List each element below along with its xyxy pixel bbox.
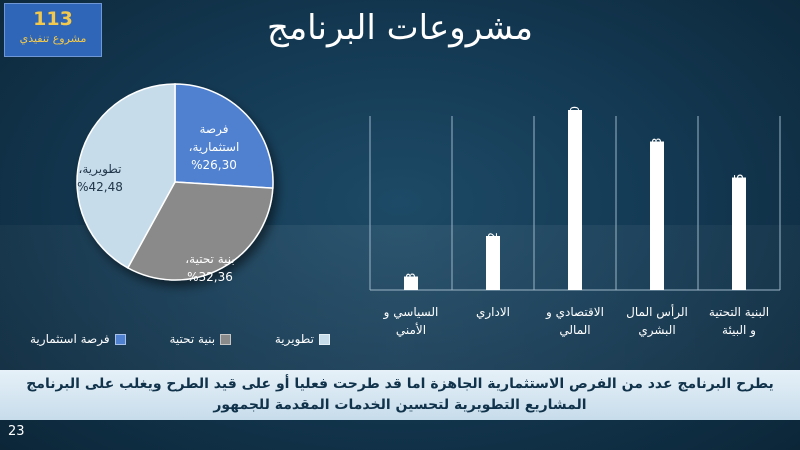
category-label: البنية التحتية (709, 305, 769, 319)
category-label: الأمني (396, 322, 426, 337)
bar (486, 236, 500, 290)
category-label: البشري (638, 323, 675, 338)
legend-item-investment: فرصة استثمارية (30, 330, 126, 348)
bar-value-label: 25 (732, 174, 746, 189)
bar (650, 141, 664, 290)
page-title: مشروعات البرنامج (267, 8, 533, 48)
pie-slice-developmental (76, 83, 176, 269)
pie-label-investment: فرصة استثمارية، %26,30 (188, 122, 240, 172)
bar (404, 276, 418, 290)
pie-slice-investment (174, 83, 274, 189)
pie-label-developmental: تطويرية، %42,48 (77, 162, 123, 194)
category-label: الاقتصادي و (545, 305, 604, 320)
page-number: 23 (8, 424, 25, 439)
legend-label-infrastructure: بنية تحتية (169, 332, 216, 346)
legend-swatch-developmental (319, 333, 330, 345)
kpi-label: مشروع تنفيذي (19, 32, 87, 45)
bar-value-label: 12 (486, 232, 500, 247)
bar-value-label: 3 (404, 273, 418, 281)
pie-chart (76, 83, 274, 281)
category-label: الاداري (476, 305, 510, 320)
legend-label-investment: فرصة استثمارية (30, 332, 110, 346)
pie-label-infrastructure: بنية تحتية، %32,36 (185, 252, 235, 284)
pie-slice-infrastructure (126, 181, 274, 281)
legend-item-developmental: تطويرية (275, 330, 330, 348)
bar (568, 110, 582, 290)
legend-swatch-investment (114, 333, 126, 345)
pie-legend: تطويرية بنية تحتية فرصة استثمارية (30, 330, 330, 348)
legend-label-developmental: تطويرية (274, 332, 314, 346)
category-label: الرأس المال (626, 304, 688, 320)
legend-item-infrastructure: بنية تحتية (169, 330, 232, 348)
bar-value-label: 33 (650, 138, 664, 153)
category-label: السياسي و (383, 305, 439, 320)
bar-chart: 25 البنية التحتية و البيئة 33 الرأس المال الب… (369, 106, 781, 338)
category-label: و البيئة (722, 323, 756, 338)
kpi-badge: 113 مشروع تنفيذي (4, 3, 102, 57)
bar (732, 177, 746, 290)
category-label: المالي (559, 323, 590, 337)
legend-swatch-infrastructure (220, 333, 232, 345)
kpi-value: 113 (33, 8, 73, 30)
bar-value-label: 40 (568, 106, 582, 121)
summary-note: يطرح البرنامج عدد من الفرص الاستثمارية ا… (0, 370, 800, 420)
